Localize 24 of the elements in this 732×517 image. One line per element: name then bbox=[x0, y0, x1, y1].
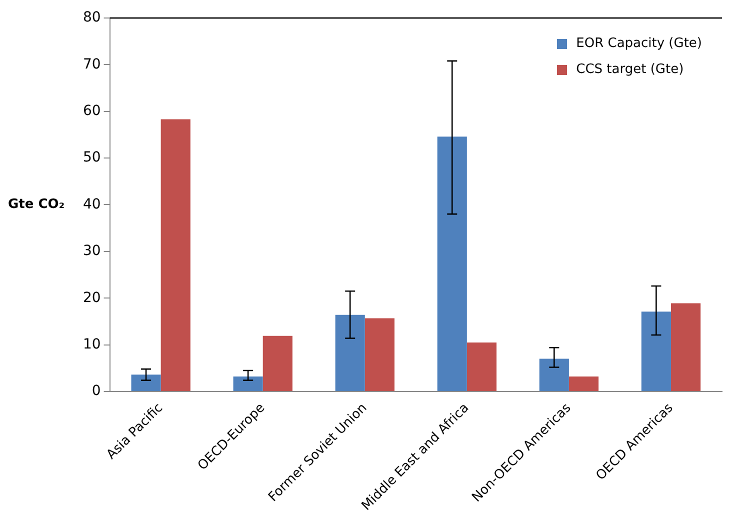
y-tick-label: 80 bbox=[82, 10, 101, 26]
bar bbox=[262, 336, 292, 391]
bar bbox=[160, 119, 190, 391]
y-tick-label: 0 bbox=[92, 383, 101, 400]
y-tick-label: 10 bbox=[82, 336, 101, 352]
y-tick-label: 30 bbox=[82, 243, 101, 260]
bar bbox=[641, 312, 671, 391]
y-tick-label: 40 bbox=[82, 196, 101, 212]
legend-label: CCS target (Gte) bbox=[576, 62, 684, 77]
y-tick-label: 20 bbox=[82, 290, 101, 306]
bar bbox=[670, 303, 701, 391]
bar bbox=[539, 358, 569, 391]
bar bbox=[466, 342, 497, 391]
y-axis-title: Gte CO₂ bbox=[8, 196, 65, 212]
y-tick-label: 60 bbox=[82, 103, 101, 120]
y-tick-label: 50 bbox=[82, 150, 101, 166]
y-tick-label: 70 bbox=[82, 56, 101, 72]
bar bbox=[233, 376, 263, 391]
bar bbox=[335, 314, 365, 391]
legend-label: EOR Capacity (Gte) bbox=[576, 36, 702, 51]
bar bbox=[131, 374, 161, 391]
bar bbox=[437, 136, 467, 391]
bar bbox=[568, 376, 599, 391]
bar bbox=[364, 318, 394, 391]
